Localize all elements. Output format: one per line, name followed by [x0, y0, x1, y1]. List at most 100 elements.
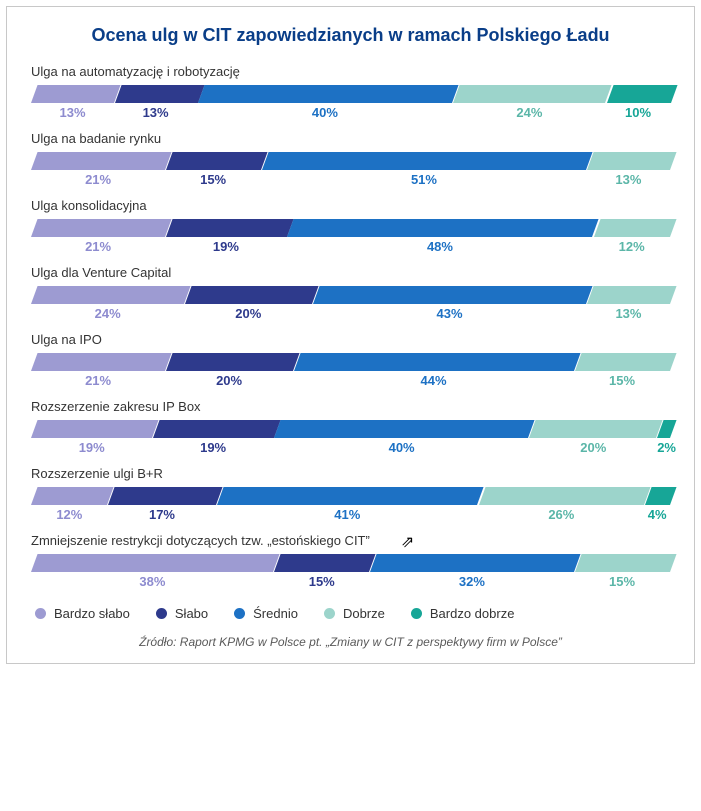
row-label: Zmniejszenie restrykcji dotyczących tzw.…	[31, 533, 670, 548]
legend-label: Słabo	[175, 606, 208, 621]
bar-value-label: 17%	[108, 507, 217, 522]
row-label: Ulga dla Venture Capital	[31, 265, 670, 280]
bar-segment	[153, 420, 280, 438]
bar-segment	[31, 554, 279, 572]
bar-segment	[274, 554, 376, 572]
bar-value-label: 51%	[261, 172, 587, 187]
bar-value-label: 15%	[574, 574, 670, 589]
bar-segment	[31, 85, 120, 103]
legend-item: Bardzo słabo	[35, 606, 130, 621]
bar-segment	[575, 353, 677, 371]
legend-label: Bardzo słabo	[54, 606, 130, 621]
bar-segment	[645, 487, 677, 505]
bar	[31, 286, 670, 304]
bar	[31, 487, 670, 505]
bar-value-label: 20%	[165, 373, 293, 388]
row-label: Rozszerzenie ulgi B+R	[31, 466, 670, 481]
bar-segment	[479, 487, 651, 505]
bar-segment	[31, 420, 158, 438]
row-label: Ulga na automatyzację i robotyzację	[31, 64, 670, 79]
bar-segment	[31, 219, 171, 237]
bar-value-label: 40%	[274, 440, 530, 455]
bar-value-labels: 13%13%40%24%10%	[31, 105, 670, 123]
bar-value-label: 10%	[606, 105, 670, 120]
bar-segment	[453, 85, 612, 103]
bar-value-labels: 38%15%32%15%	[31, 574, 670, 592]
bar-segment	[370, 554, 580, 572]
legend-item: Dobrze	[324, 606, 385, 621]
row-label: Ulga na IPO	[31, 332, 670, 347]
legend-item: Średnio	[234, 606, 298, 621]
bar-value-label: 12%	[31, 507, 108, 522]
bar	[31, 353, 670, 371]
bar-segment	[166, 219, 293, 237]
bar-segment	[31, 152, 171, 170]
chart-rows: Ulga na automatyzację i robotyzację13%13…	[31, 64, 670, 592]
bar-value-label: 19%	[165, 239, 286, 254]
bar-segment	[313, 286, 593, 304]
bar-value-label: 15%	[574, 373, 670, 388]
bar-segment	[166, 152, 268, 170]
bar-value-label: 2%	[657, 440, 670, 455]
bar	[31, 85, 670, 103]
legend-label: Bardzo dobrze	[430, 606, 515, 621]
bar-value-label: 19%	[31, 440, 152, 455]
bar-value-label: 13%	[587, 172, 670, 187]
bar-value-label: 43%	[312, 306, 587, 321]
row-label: Rozszerzenie zakresu IP Box	[31, 399, 670, 414]
legend-dot	[156, 608, 167, 619]
bar-value-labels: 21%19%48%12%	[31, 239, 670, 257]
bar-value-label: 12%	[593, 239, 670, 254]
legend-item: Słabo	[156, 606, 208, 621]
bar-segment	[31, 353, 171, 371]
bar-value-label: 21%	[31, 239, 165, 254]
bar-value-label: 20%	[529, 440, 657, 455]
legend-dot	[35, 608, 46, 619]
legend: Bardzo słabo Słabo Średnio Dobrze Bardzo dob…	[31, 606, 670, 621]
bar-segment	[166, 353, 300, 371]
legend-dot	[411, 608, 422, 619]
bar-value-label: 26%	[478, 507, 644, 522]
bar-value-label: 4%	[644, 507, 670, 522]
bar	[31, 152, 670, 170]
legend-dot	[324, 608, 335, 619]
bar-segment	[31, 487, 114, 505]
bar-value-label: 20%	[184, 306, 312, 321]
bar-segment	[217, 487, 484, 505]
row-label: Ulga na badanie rynku	[31, 131, 670, 146]
bar-value-label: 21%	[31, 373, 165, 388]
bar-value-labels: 24%20%43%13%	[31, 306, 670, 324]
bar-value-labels: 12%17%41%26%4%	[31, 507, 670, 525]
bar-segment	[31, 286, 190, 304]
bar-segment	[607, 85, 677, 103]
bar-value-label: 32%	[370, 574, 574, 589]
bar-segment	[115, 85, 204, 103]
bar-value-label: 48%	[287, 239, 594, 254]
bar-segment	[587, 286, 676, 304]
bar-segment	[294, 353, 580, 371]
bar-value-label: 44%	[293, 373, 574, 388]
bar	[31, 420, 670, 438]
bar: ⇖	[31, 554, 670, 572]
bar-value-label: 19%	[152, 440, 273, 455]
bar-value-label: 15%	[165, 172, 261, 187]
bar-value-label: 24%	[453, 105, 606, 120]
legend-dot	[234, 608, 245, 619]
bar-value-label: 41%	[216, 507, 478, 522]
bar-segment	[108, 487, 223, 505]
bar-value-labels: 19%19%40%20%2%	[31, 440, 670, 458]
bar-segment	[185, 286, 319, 304]
chart-panel: Ocena ulg w CIT zapowiedzianych w ramach…	[6, 6, 695, 664]
bar-value-label: 13%	[31, 105, 114, 120]
chart-title: Ocena ulg w CIT zapowiedzianych w ramach…	[31, 25, 670, 46]
bar-value-label: 38%	[31, 574, 274, 589]
legend-label: Średnio	[253, 606, 298, 621]
row-label: Ulga konsolidacyjna	[31, 198, 670, 213]
bar	[31, 219, 670, 237]
bar-segment	[594, 219, 677, 237]
bar-value-label: 21%	[31, 172, 165, 187]
legend-item: Bardzo dobrze	[411, 606, 515, 621]
bar-segment	[287, 219, 599, 237]
bar-segment	[262, 152, 593, 170]
bar-segment	[529, 420, 663, 438]
